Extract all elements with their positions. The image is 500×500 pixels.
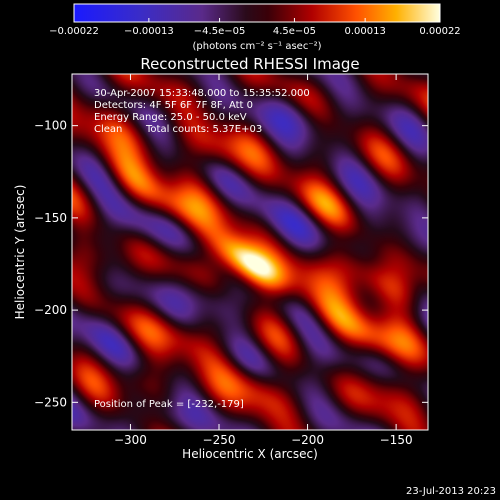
colorbar-tick-label: 0.00013: [344, 26, 385, 37]
y-axis-ticks: −100 −150 −200 −250: [34, 119, 428, 409]
colorbar: −0.00022 −0.00013 −4.5e−05 4.5e−05 0.00013 0.…: [49, 3, 461, 52]
colorbar-ticks: −0.00022 −0.00013 −4.5e−05 4.5e−05 0.00013 0.…: [49, 18, 461, 37]
colorbar-tick-label: −4.5e−05: [194, 26, 246, 37]
annotation-peak-position: Position of Peak = [-232,-179]: [94, 399, 244, 410]
chart-title: Reconstructed RHESSI Image: [140, 55, 359, 73]
colorbar-unit-label: (photons cm⁻² s⁻¹ asec⁻²): [192, 41, 321, 52]
colorbar-tick-label: 0.00022: [419, 26, 460, 37]
colorbar-tick-label: −0.00013: [124, 26, 174, 37]
plot-area: −300 −250 −200 −150 −100 −150 −200 −250: [34, 73, 429, 447]
y-axis-tick-label: −250: [34, 395, 67, 409]
annotations: 30-Apr-2007 15:33:48.000 to 15:35:52.000…: [94, 88, 310, 410]
x-axis-tick-label: −200: [291, 433, 324, 447]
x-axis-label: Heliocentric X (arcsec): [182, 447, 318, 461]
annotation-detectors: Detectors: 4F 5F 6F 7F 8F, Att 0: [94, 100, 253, 111]
annotation-total-counts: Total counts: 5.37E+03: [145, 124, 262, 135]
y-axis-tick-label: −100: [34, 119, 67, 133]
x-axis-tick-label: −300: [114, 433, 147, 447]
colorbar-gradient: [73, 3, 441, 23]
x-axis-tick-label: −150: [380, 433, 413, 447]
y-axis-tick-label: −200: [34, 303, 67, 317]
colorbar-tick-label: 4.5e−05: [273, 26, 316, 37]
x-axis-ticks: −300 −250 −200 −150: [114, 74, 413, 447]
heatmap-image: [72, 74, 428, 430]
y-axis-tick-label: −150: [34, 211, 67, 225]
x-axis-tick-label: −250: [203, 433, 236, 447]
colorbar-tick-label: −0.00022: [49, 26, 99, 37]
y-axis-label: Heliocentric Y (arcsec): [13, 185, 27, 320]
footer-timestamp: 23-Jul-2013 20:23: [406, 486, 496, 497]
annotation-energy-range: Energy Range: 25.0 - 50.0 keV: [94, 112, 247, 123]
plot-frame: [71, 73, 429, 431]
annotation-method: Clean: [94, 124, 122, 135]
annotation-time-range: 30-Apr-2007 15:33:48.000 to 15:35:52.000: [94, 88, 310, 99]
